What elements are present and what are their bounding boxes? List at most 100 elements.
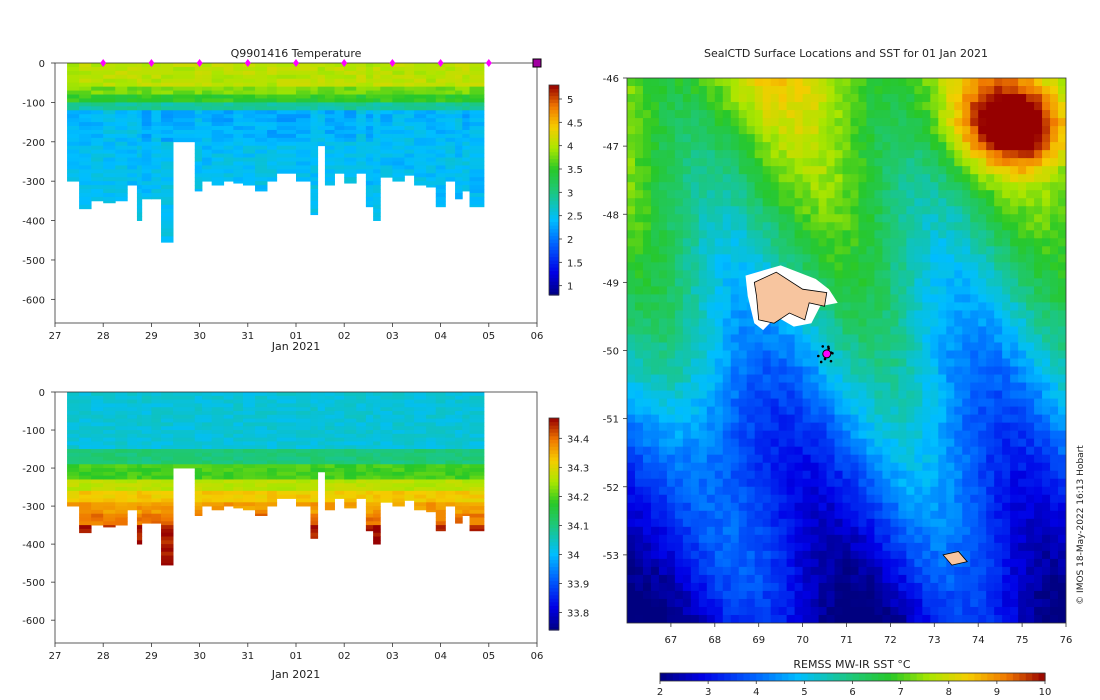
sst-cell xyxy=(650,126,660,135)
sst-cell xyxy=(842,310,851,319)
sst-cell xyxy=(738,222,748,231)
sst-cell xyxy=(627,230,636,239)
profile-cell xyxy=(392,133,405,139)
sst-cell xyxy=(906,174,915,183)
profile-cell xyxy=(380,471,393,477)
sst-cell xyxy=(834,150,844,159)
profile-cell xyxy=(242,110,256,115)
profile-cell xyxy=(223,70,234,76)
profile-cell xyxy=(310,149,319,155)
sst-cell xyxy=(890,142,899,151)
sst-cell xyxy=(994,94,1003,103)
sst-cell xyxy=(930,198,939,207)
profile-cell xyxy=(445,74,456,80)
profile-cell xyxy=(127,98,138,103)
profile-cell xyxy=(211,165,225,170)
profile-cell xyxy=(103,102,116,107)
sst-cell xyxy=(962,190,971,199)
sst-cell xyxy=(946,134,955,143)
colorbar-swatch xyxy=(549,113,559,118)
sst-cell xyxy=(834,318,844,327)
sst-cell xyxy=(898,166,907,175)
sst-cell xyxy=(882,238,891,247)
sst-cell xyxy=(906,166,915,175)
profile-cell xyxy=(462,411,470,416)
profile-cell xyxy=(242,165,256,170)
sst-cell xyxy=(1034,246,1043,255)
sst-cell xyxy=(1010,222,1019,231)
profile-cell xyxy=(276,407,297,412)
profile-cell xyxy=(324,126,335,131)
temperature-plot xyxy=(67,63,485,243)
sst-cell xyxy=(794,86,804,95)
profile-cell xyxy=(233,395,244,401)
sst-cell xyxy=(778,134,788,143)
profile-cell xyxy=(365,407,374,412)
profile-cell xyxy=(103,490,116,496)
sst-cell xyxy=(810,350,820,360)
profile-cell xyxy=(324,460,335,465)
sst-cell xyxy=(666,110,676,119)
profile-cell xyxy=(79,483,92,488)
temperature-title: Q9901416 Temperature xyxy=(231,47,362,60)
sst-cell xyxy=(738,198,748,207)
sst-cell xyxy=(1010,190,1019,199)
sst-cell xyxy=(938,230,947,239)
profile-cell xyxy=(194,74,203,80)
profile-cell xyxy=(194,464,203,469)
profile-cell xyxy=(103,196,116,202)
sst-cell xyxy=(786,342,796,351)
sst-cell xyxy=(866,142,875,151)
sst-cell xyxy=(682,230,692,239)
profile-cell xyxy=(79,528,92,534)
profile-cell xyxy=(344,86,357,91)
profile-cell xyxy=(462,70,470,76)
profile-cell xyxy=(211,426,225,431)
profile-cell xyxy=(296,94,311,99)
sst-cell xyxy=(666,134,676,143)
sst-cell xyxy=(1058,358,1066,368)
sst-cell xyxy=(938,350,947,360)
sst-cell xyxy=(786,86,796,95)
sst-cell xyxy=(954,126,963,135)
sst-cell xyxy=(706,134,716,143)
sst-cell xyxy=(730,342,740,351)
profile-cell xyxy=(373,498,381,503)
profile-cell xyxy=(414,433,427,439)
profile-cell xyxy=(255,98,268,103)
sst-cell xyxy=(658,230,668,239)
sst-cell xyxy=(818,254,828,263)
profile-cell xyxy=(356,137,367,143)
sst-cell xyxy=(650,326,660,335)
sst-cell xyxy=(746,134,756,143)
sst-cell xyxy=(970,294,979,303)
profile-cell xyxy=(334,74,345,80)
profile-cell xyxy=(161,449,174,454)
y-tick-label: 0 xyxy=(39,59,45,70)
profile-cell xyxy=(334,418,345,423)
profile-cell xyxy=(79,102,92,107)
profile-cell xyxy=(267,418,278,423)
profile-cell xyxy=(435,422,446,427)
sst-cell xyxy=(914,262,923,271)
sst-cell xyxy=(954,102,963,111)
profile-cell xyxy=(334,165,345,170)
colorbar-swatch xyxy=(549,555,559,560)
sst-cell xyxy=(1058,214,1066,223)
sst-cell xyxy=(674,286,684,295)
sst-cell xyxy=(986,118,995,127)
colorbar-swatch xyxy=(549,221,559,226)
sst-cell xyxy=(954,270,963,279)
profile-cell xyxy=(67,157,80,162)
profile-cell xyxy=(67,133,80,139)
profile-cell xyxy=(141,63,152,68)
sst-cell xyxy=(714,254,724,263)
sst-cell xyxy=(866,254,875,263)
sst-cell xyxy=(738,334,748,343)
profile-cell xyxy=(414,464,427,469)
sst-cell xyxy=(698,198,708,207)
sst-cell xyxy=(874,206,883,215)
sst-cell xyxy=(850,166,859,175)
sst-cell xyxy=(866,182,875,191)
sst-cell xyxy=(674,118,684,127)
